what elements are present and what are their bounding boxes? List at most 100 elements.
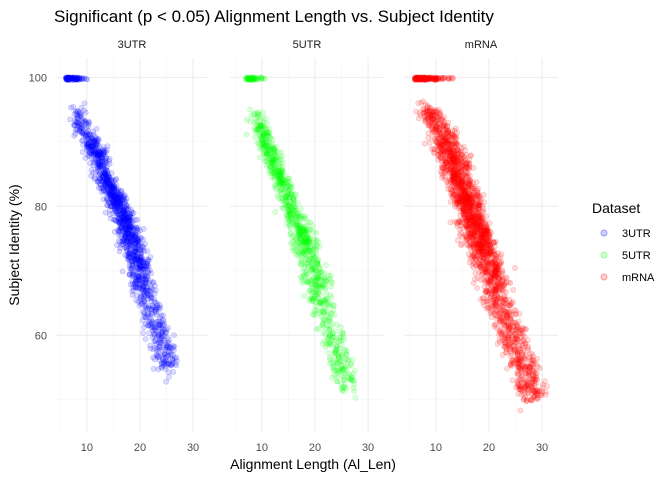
data-point (78, 125, 85, 132)
data-point (272, 184, 279, 191)
data-point (64, 76, 70, 82)
data-point (515, 342, 522, 349)
data-point (90, 131, 97, 138)
data-point (65, 76, 72, 82)
data-point (91, 149, 97, 156)
data-point (414, 75, 420, 81)
data-point (104, 190, 110, 197)
data-point (114, 203, 121, 210)
data-point (243, 131, 250, 138)
data-point (542, 388, 549, 395)
data-point (153, 346, 160, 353)
data-point (72, 74, 79, 81)
data-point (118, 203, 125, 210)
data-point (76, 75, 83, 82)
data-point (445, 128, 451, 134)
data-point (147, 254, 154, 261)
data-point (107, 192, 114, 198)
data-point (106, 155, 113, 162)
data-point (96, 160, 103, 167)
data-point (108, 176, 115, 183)
data-point (63, 74, 70, 81)
data-point (292, 207, 299, 214)
data-point (77, 128, 84, 135)
data-point (109, 190, 116, 197)
data-point (88, 143, 95, 149)
data-point (474, 285, 481, 291)
data-point (69, 74, 76, 81)
data-point (86, 145, 92, 151)
data-point (477, 234, 484, 241)
data-point (106, 202, 113, 209)
data-point (87, 137, 94, 144)
data-point (63, 74, 70, 81)
data-point (114, 205, 121, 212)
data-point (144, 266, 151, 273)
data-point (165, 344, 172, 351)
data-point (115, 186, 121, 192)
data-point (68, 75, 75, 82)
data-point (109, 181, 116, 187)
data-point (101, 168, 108, 175)
data-point (105, 179, 112, 186)
data-point (74, 126, 81, 133)
data-point (89, 143, 96, 150)
data-point (151, 331, 158, 338)
data-point (352, 394, 359, 401)
data-point (80, 142, 87, 148)
data-point (455, 172, 462, 178)
data-point (85, 139, 92, 146)
data-point (73, 76, 80, 83)
data-point (257, 154, 263, 161)
data-point (96, 161, 103, 168)
data-point (95, 135, 102, 142)
data-point (96, 149, 102, 155)
data-point (88, 147, 95, 154)
data-point (328, 283, 334, 290)
data-point (70, 75, 77, 82)
data-point (97, 151, 103, 158)
data-point (84, 141, 90, 148)
data-point (502, 344, 509, 351)
data-point (89, 136, 96, 143)
data-point (86, 153, 93, 159)
data-point (102, 167, 109, 174)
data-point (72, 74, 79, 81)
data-point (527, 363, 533, 369)
data-point (258, 145, 265, 151)
data-point (124, 256, 131, 263)
series-3UTR (63, 74, 180, 385)
data-point (98, 155, 105, 161)
data-point (110, 193, 117, 200)
data-point (110, 183, 117, 190)
data-point (63, 76, 70, 83)
x-tick-label: 30 (536, 442, 548, 454)
facet-panel-2 (404, 58, 558, 432)
data-point (92, 143, 99, 150)
data-point (111, 200, 117, 207)
data-point (100, 161, 107, 168)
data-point (75, 120, 82, 126)
data-point (82, 131, 89, 138)
data-point (73, 111, 80, 117)
data-point (463, 241, 470, 248)
data-point (76, 75, 83, 81)
data-point (518, 391, 524, 397)
data-point (509, 311, 516, 318)
data-point (75, 120, 81, 126)
data-point (90, 147, 97, 154)
data-point (89, 135, 95, 142)
data-point (140, 225, 147, 232)
data-point (327, 292, 334, 298)
data-point (111, 192, 118, 199)
data-point (88, 143, 94, 149)
data-point (339, 329, 346, 336)
data-point (325, 272, 332, 279)
data-point (438, 76, 445, 83)
data-point (64, 76, 71, 83)
data-point (126, 247, 133, 254)
data-point (121, 216, 128, 223)
data-point (115, 201, 122, 208)
data-point (334, 374, 341, 381)
data-point (101, 149, 107, 156)
